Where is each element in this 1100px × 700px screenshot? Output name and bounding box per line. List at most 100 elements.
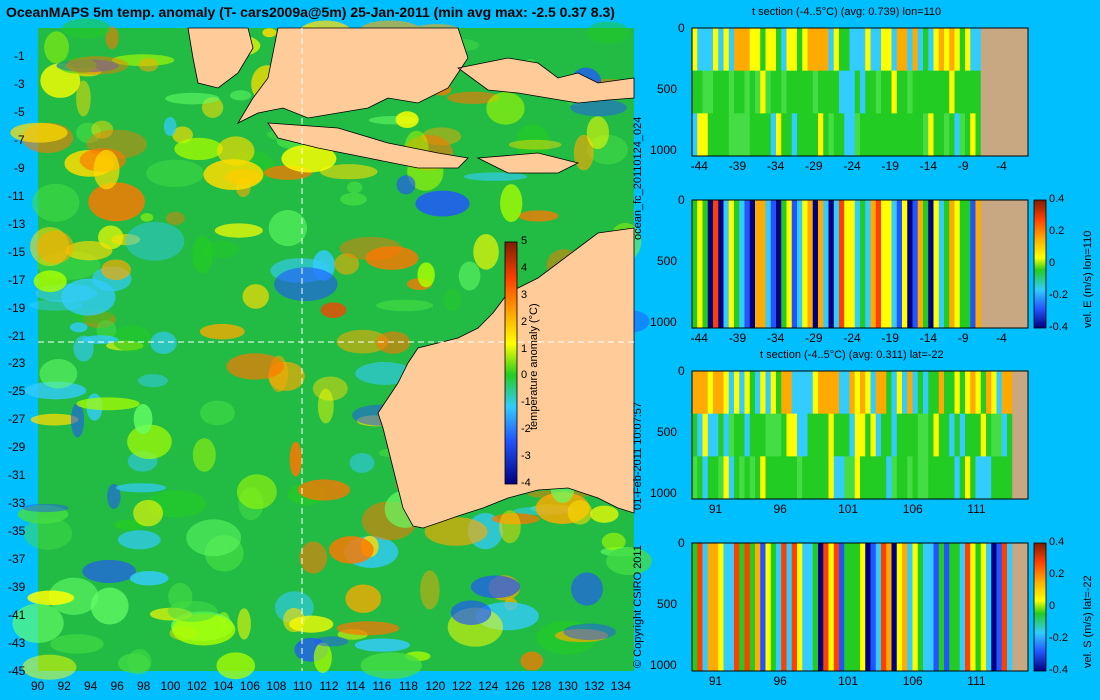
section-cell (760, 413, 766, 457)
section-cell (828, 28, 835, 72)
section-cell (818, 543, 824, 672)
section-depth-tick: 500 (657, 596, 678, 611)
section-cell (886, 413, 892, 457)
section-cell (802, 413, 808, 457)
map-colorbar-tick: -4 (521, 477, 531, 489)
section-x-tick: -34 (767, 159, 785, 173)
section-cell (713, 456, 719, 500)
anomaly-patch (396, 175, 416, 195)
section-cell (865, 70, 871, 114)
section-x-tick: -19 (881, 159, 899, 173)
section-cell (938, 413, 945, 457)
section-x-tick: 111 (967, 674, 986, 688)
section-cell (844, 113, 850, 157)
section-cell (928, 113, 934, 157)
section-x-tick: 91 (708, 502, 723, 516)
section-cell (765, 413, 772, 457)
section-cell (975, 70, 982, 114)
section-cell (739, 456, 745, 500)
section-cell (944, 28, 950, 72)
map-lon-tick: 130 (557, 679, 578, 693)
section-cell (881, 200, 887, 329)
section-cell (697, 200, 703, 329)
anomaly-patch (174, 137, 224, 161)
map-lat-tick: -35 (8, 524, 26, 539)
indonesia-land (187, 27, 635, 174)
section-cell (886, 543, 892, 672)
anomaly-patch (216, 652, 256, 680)
map-lat-tick: -39 (8, 580, 26, 595)
map-lon-tick: 126 (504, 679, 525, 693)
section-cell (886, 371, 892, 415)
section-cell (870, 413, 877, 457)
section-cell (1001, 456, 1008, 500)
map-lat-tick: -33 (8, 496, 26, 511)
section-cell (734, 371, 740, 415)
anomaly-patch (165, 92, 220, 105)
section-cell (692, 543, 698, 672)
anomaly-patch (299, 541, 328, 574)
section-cell (933, 543, 940, 672)
map-colorbar-tick: -2 (521, 423, 531, 436)
anomaly-patch (62, 18, 111, 39)
section-cell (791, 371, 798, 415)
section-cell (860, 70, 866, 114)
section-cell (917, 28, 924, 72)
section-cell (823, 371, 829, 415)
anomaly-patch (214, 223, 263, 238)
section-cell (812, 456, 819, 500)
section-cell (812, 28, 819, 72)
section-x-tick: 101 (838, 502, 859, 516)
section-cell (917, 413, 924, 457)
vel-east-section-lon110 (691, 199, 1029, 329)
section-cell (875, 200, 882, 329)
section-cell (875, 70, 882, 114)
section-cell (928, 70, 934, 114)
section-cell (954, 113, 961, 157)
anomaly-patch (420, 570, 440, 610)
section-cell (802, 28, 808, 72)
anomaly-patch (297, 479, 351, 501)
section-cell (723, 456, 730, 500)
section-cell (970, 113, 976, 157)
map-lon-tick: 114 (345, 679, 365, 693)
section-cell (849, 70, 856, 114)
anomaly-patch (22, 503, 69, 513)
section-cell (865, 113, 871, 157)
section-cell (1007, 543, 1013, 672)
section-cell (723, 371, 730, 415)
section-cell (755, 543, 761, 672)
section-depth-tick: 1000 (650, 314, 677, 329)
section-cell (713, 28, 719, 72)
section-cell (912, 28, 919, 72)
section-land (1017, 371, 1024, 499)
section-cell (755, 413, 761, 457)
section-cell (797, 70, 803, 114)
anomaly-patch (328, 536, 374, 564)
section-cell (697, 371, 703, 415)
section-x-tick: -14 (919, 159, 938, 173)
section-cell (917, 70, 924, 114)
section-depth-tick: 500 (657, 253, 678, 268)
section-cell (823, 113, 829, 157)
section-cell (944, 413, 950, 457)
section-cell (739, 371, 745, 415)
map-lon-tick: 92 (57, 679, 71, 693)
anomaly-patch (444, 289, 462, 312)
section-cell (707, 456, 714, 500)
section-cell (991, 543, 997, 672)
section-cell (933, 456, 940, 500)
vel-south-colorbar-label: vel. S (m/s) lat=-22 (1082, 575, 1094, 668)
section-cell (739, 113, 745, 157)
anomaly-patch (313, 642, 332, 674)
section-cell (938, 456, 945, 500)
map-lat-tick: -23 (8, 356, 26, 371)
section-cell (781, 200, 787, 329)
section-x-tick: 91 (708, 674, 723, 688)
section-cell (938, 113, 945, 157)
section-cell (954, 371, 961, 415)
map-lat-tick: -3 (14, 76, 25, 91)
anomaly-patch (570, 99, 627, 117)
section-cell (986, 413, 992, 457)
section-cell (818, 28, 824, 72)
